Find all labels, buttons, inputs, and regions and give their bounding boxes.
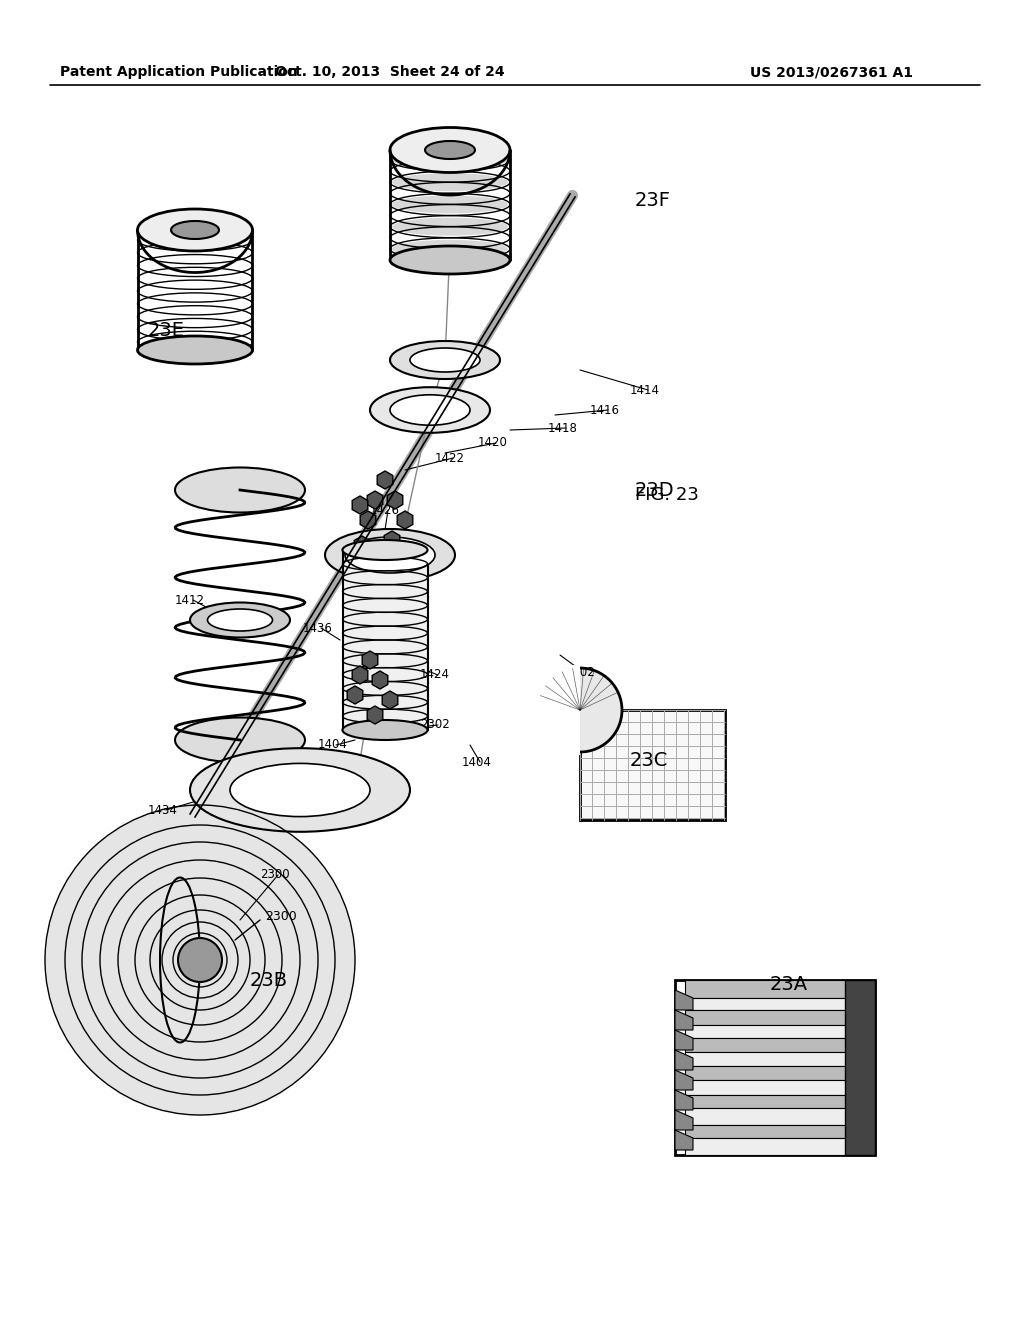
Text: 1412: 1412 xyxy=(175,594,205,606)
Ellipse shape xyxy=(370,387,490,433)
Polygon shape xyxy=(352,496,368,513)
Polygon shape xyxy=(685,1010,865,1026)
Polygon shape xyxy=(372,671,388,689)
Text: 2300: 2300 xyxy=(265,909,297,923)
Text: 1422: 1422 xyxy=(435,451,465,465)
Text: 2302: 2302 xyxy=(565,665,595,678)
Polygon shape xyxy=(675,990,693,1010)
Text: 2300: 2300 xyxy=(260,869,290,882)
Ellipse shape xyxy=(137,209,253,251)
Ellipse shape xyxy=(390,246,510,275)
Polygon shape xyxy=(675,1071,693,1090)
Ellipse shape xyxy=(410,348,480,372)
Polygon shape xyxy=(675,1010,693,1030)
Circle shape xyxy=(118,878,282,1041)
Ellipse shape xyxy=(392,218,508,236)
Ellipse shape xyxy=(390,395,470,425)
Text: US 2013/0267361 A1: US 2013/0267361 A1 xyxy=(750,65,913,79)
Ellipse shape xyxy=(190,748,410,832)
Text: 23E: 23E xyxy=(148,321,185,339)
Text: Patent Application Publication: Patent Application Publication xyxy=(60,65,298,79)
Ellipse shape xyxy=(171,220,219,239)
Text: Oct. 10, 2013  Sheet 24 of 24: Oct. 10, 2013 Sheet 24 of 24 xyxy=(275,65,505,79)
Circle shape xyxy=(178,939,222,982)
Text: 1434: 1434 xyxy=(148,804,178,817)
Polygon shape xyxy=(685,979,865,998)
Polygon shape xyxy=(397,511,413,529)
Polygon shape xyxy=(354,536,370,554)
Polygon shape xyxy=(685,1026,865,1038)
Polygon shape xyxy=(387,491,402,510)
Ellipse shape xyxy=(137,337,253,364)
Text: 1416: 1416 xyxy=(590,404,620,417)
Polygon shape xyxy=(580,710,725,820)
Ellipse shape xyxy=(230,763,370,817)
Text: 1436: 1436 xyxy=(303,622,333,635)
Polygon shape xyxy=(685,998,865,1010)
Text: 23A: 23A xyxy=(770,975,808,994)
Polygon shape xyxy=(360,511,376,529)
Polygon shape xyxy=(530,665,580,755)
Text: 1424: 1424 xyxy=(420,668,450,681)
Polygon shape xyxy=(675,1030,693,1049)
Ellipse shape xyxy=(345,537,435,573)
Polygon shape xyxy=(685,1138,865,1155)
Ellipse shape xyxy=(392,173,508,191)
Polygon shape xyxy=(685,1096,865,1107)
Ellipse shape xyxy=(175,718,305,763)
Ellipse shape xyxy=(342,540,427,560)
Circle shape xyxy=(45,805,355,1115)
Polygon shape xyxy=(362,651,378,669)
Polygon shape xyxy=(368,491,383,510)
Circle shape xyxy=(150,909,250,1010)
Ellipse shape xyxy=(392,240,508,257)
Polygon shape xyxy=(384,531,399,549)
Ellipse shape xyxy=(325,529,455,581)
Polygon shape xyxy=(845,979,874,1155)
Text: 23F: 23F xyxy=(635,190,671,210)
Ellipse shape xyxy=(208,609,272,631)
Text: 23D: 23D xyxy=(635,480,675,499)
Polygon shape xyxy=(675,1090,693,1110)
Ellipse shape xyxy=(390,128,510,173)
Text: 1418: 1418 xyxy=(548,421,578,434)
Ellipse shape xyxy=(425,141,475,158)
Ellipse shape xyxy=(190,602,290,638)
Circle shape xyxy=(82,842,318,1078)
Text: 1404: 1404 xyxy=(462,755,492,768)
Ellipse shape xyxy=(390,341,500,379)
Ellipse shape xyxy=(175,467,305,512)
Circle shape xyxy=(173,933,227,987)
Polygon shape xyxy=(675,979,874,1155)
Ellipse shape xyxy=(342,719,427,741)
Polygon shape xyxy=(675,1130,693,1150)
Ellipse shape xyxy=(392,150,508,169)
Text: FIG. 23: FIG. 23 xyxy=(635,486,698,504)
Ellipse shape xyxy=(118,878,283,1043)
Polygon shape xyxy=(675,1049,693,1071)
Text: 1420: 1420 xyxy=(478,437,508,450)
Text: 23C: 23C xyxy=(630,751,669,770)
Polygon shape xyxy=(342,550,427,730)
Polygon shape xyxy=(685,1052,865,1067)
Polygon shape xyxy=(382,690,397,709)
Polygon shape xyxy=(675,1110,693,1130)
Text: 1426: 1426 xyxy=(370,503,400,516)
Text: 23B: 23B xyxy=(250,970,288,990)
Polygon shape xyxy=(685,1125,865,1138)
Polygon shape xyxy=(352,667,368,684)
Text: 1404: 1404 xyxy=(318,738,348,751)
Text: 1414: 1414 xyxy=(630,384,660,396)
Text: 2302: 2302 xyxy=(420,718,450,731)
Ellipse shape xyxy=(392,195,508,214)
Polygon shape xyxy=(347,686,362,704)
Polygon shape xyxy=(685,1038,865,1052)
Polygon shape xyxy=(377,471,393,488)
Polygon shape xyxy=(685,1067,865,1080)
Polygon shape xyxy=(368,706,383,723)
Circle shape xyxy=(538,668,622,752)
Polygon shape xyxy=(685,1107,865,1125)
Polygon shape xyxy=(685,1080,865,1096)
